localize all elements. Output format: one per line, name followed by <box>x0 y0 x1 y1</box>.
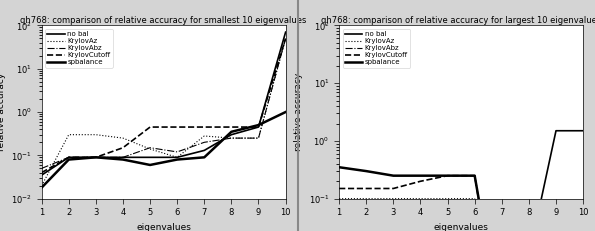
spbalance <box>390 174 397 177</box>
KrylovAz <box>38 184 45 187</box>
KrylovAz <box>471 197 478 200</box>
KrylovAbz <box>201 141 208 144</box>
spbalance <box>201 156 208 159</box>
spbalance <box>255 124 262 126</box>
KrylovCutoff <box>471 174 478 177</box>
KrylovAbz <box>417 203 424 206</box>
spbalance <box>228 130 235 133</box>
KrylovAbz <box>228 137 235 140</box>
no bal <box>282 31 289 33</box>
KrylovCutoff <box>201 126 208 128</box>
Line: KrylovCutoff: KrylovCutoff <box>42 38 286 173</box>
no bal <box>201 149 208 152</box>
spbalance <box>444 174 451 177</box>
KrylovCutoff <box>390 187 397 190</box>
no bal <box>38 174 45 176</box>
KrylovAbz <box>65 156 73 159</box>
KrylovAbz <box>444 203 451 206</box>
KrylovAz <box>417 197 424 200</box>
KrylovAz <box>65 133 73 136</box>
Line: KrylovAbz: KrylovAbz <box>42 38 286 168</box>
KrylovAz <box>444 197 451 200</box>
Line: KrylovAz: KrylovAz <box>42 38 286 186</box>
KrylovCutoff <box>38 171 45 174</box>
Line: spbalance: spbalance <box>42 112 286 188</box>
KrylovAbz <box>363 203 370 206</box>
Y-axis label: relative accuracy: relative accuracy <box>294 73 303 151</box>
spbalance <box>282 111 289 113</box>
Y-axis label: relative accuracy: relative accuracy <box>0 73 5 151</box>
KrylovAbz <box>471 203 478 206</box>
Line: KrylovCutoff: KrylovCutoff <box>339 176 583 231</box>
KrylovAz <box>92 133 99 136</box>
no bal <box>228 133 235 136</box>
KrylovAz <box>174 156 181 159</box>
KrylovCutoff <box>65 156 73 159</box>
KrylovAz <box>336 197 343 200</box>
KrylovAbz <box>336 203 343 206</box>
KrylovAbz <box>146 146 154 149</box>
KrylovAz <box>255 137 262 140</box>
KrylovCutoff <box>336 187 343 190</box>
spbalance <box>336 166 343 169</box>
spbalance <box>174 158 181 161</box>
spbalance <box>65 158 73 161</box>
KrylovAbz <box>92 156 99 159</box>
Title: qh768: comparison of relative accuracy for largest 10 eigenvalues: qh768: comparison of relative accuracy f… <box>321 16 595 25</box>
Legend: no bal, KrylovAz, KrylovAbz, KrylovCutoff, spbalance: no bal, KrylovAz, KrylovAbz, KrylovCutof… <box>343 29 410 67</box>
KrylovAbz <box>282 37 289 40</box>
X-axis label: eigenvalues: eigenvalues <box>136 223 191 231</box>
KrylovCutoff <box>255 126 262 128</box>
spbalance <box>92 156 99 159</box>
Line: spbalance: spbalance <box>339 167 583 231</box>
KrylovCutoff <box>282 37 289 40</box>
spbalance <box>146 164 154 166</box>
no bal <box>580 129 587 132</box>
KrylovAbz <box>38 167 45 170</box>
Legend: no bal, KrylovAz, KrylovAbz, KrylovCutoff, spbalance: no bal, KrylovAz, KrylovAbz, KrylovCutof… <box>45 29 112 67</box>
spbalance <box>38 186 45 189</box>
KrylovCutoff <box>444 174 451 177</box>
KrylovCutoff <box>228 126 235 128</box>
KrylovAz <box>201 135 208 137</box>
Line: KrylovAbz: KrylovAbz <box>339 204 583 231</box>
KrylovAz <box>228 137 235 140</box>
no bal <box>92 156 99 159</box>
no bal <box>65 156 73 159</box>
KrylovAbz <box>390 203 397 206</box>
spbalance <box>471 174 478 177</box>
no bal <box>120 156 127 159</box>
KrylovAbz <box>120 156 127 159</box>
no bal <box>146 156 154 159</box>
KrylovAz <box>363 197 370 200</box>
no bal <box>255 126 262 128</box>
no bal <box>174 156 181 159</box>
KrylovCutoff <box>174 126 181 128</box>
Line: no bal: no bal <box>42 32 286 175</box>
KrylovAz <box>120 137 127 140</box>
Line: KrylovAz: KrylovAz <box>339 199 583 231</box>
spbalance <box>417 174 424 177</box>
spbalance <box>120 158 127 161</box>
Line: no bal: no bal <box>339 131 583 231</box>
KrylovCutoff <box>363 187 370 190</box>
KrylovAbz <box>255 137 262 140</box>
X-axis label: eigenvalues: eigenvalues <box>434 223 488 231</box>
KrylovCutoff <box>92 156 99 159</box>
KrylovCutoff <box>417 180 424 183</box>
KrylovAz <box>146 148 154 150</box>
Title: qh768: comparison of relative accuracy for smallest 10 eigenvalues: qh768: comparison of relative accuracy f… <box>20 16 307 25</box>
KrylovAz <box>390 197 397 200</box>
KrylovCutoff <box>146 126 154 128</box>
KrylovCutoff <box>120 146 127 149</box>
no bal <box>552 129 559 132</box>
spbalance <box>363 170 370 173</box>
KrylovAz <box>282 37 289 40</box>
KrylovAbz <box>174 151 181 153</box>
